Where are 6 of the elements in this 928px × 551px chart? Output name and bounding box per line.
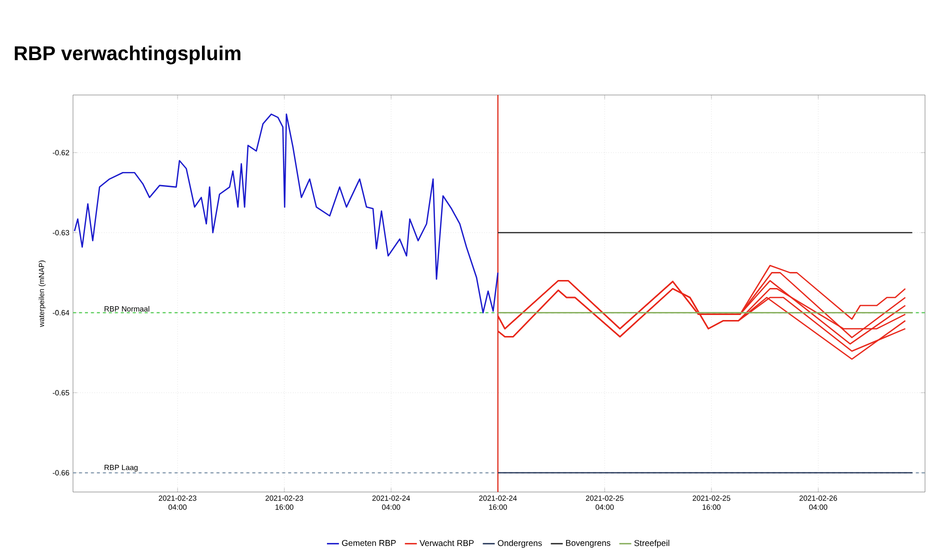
- legend-label: Bovengrens: [566, 540, 610, 548]
- legend-label: Ondergrens: [498, 540, 542, 548]
- chart-title: RBP verwachtingspluim: [14, 46, 240, 64]
- legend-label: Verwacht RBP: [420, 540, 474, 546]
- legend-label: Gemeten RBP: [342, 540, 396, 546]
- legend-label: Streefpeil: [634, 540, 670, 548]
